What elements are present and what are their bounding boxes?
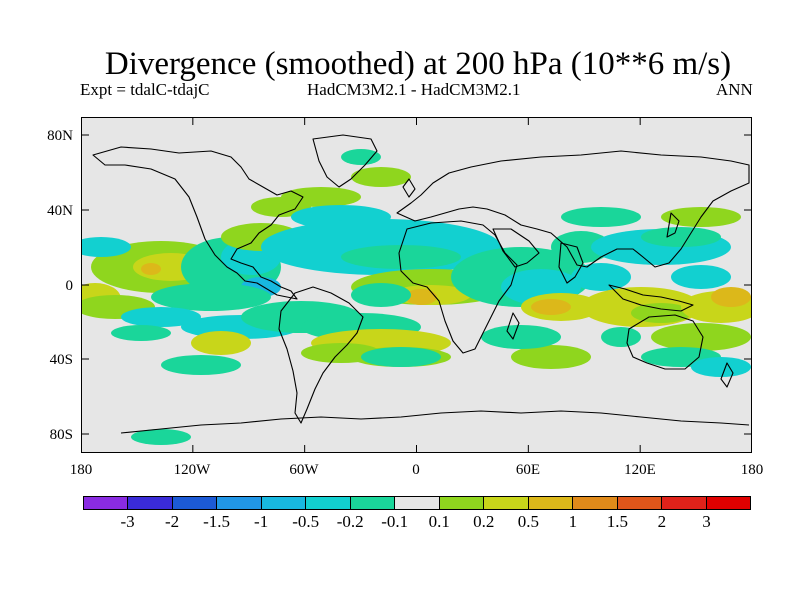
colorbar-label-6: -0.1 [381, 512, 409, 531]
lat-label-0: 0 [65, 278, 74, 294]
field-patch-28 [161, 355, 241, 375]
coastline-south-america [278, 286, 364, 424]
field-patch-53 [131, 429, 191, 445]
colorbar-label-2: -1.5 [203, 512, 231, 531]
coastlines [92, 134, 750, 434]
colorbar [83, 496, 751, 510]
map-panel [81, 117, 752, 453]
season-label: ANN [716, 80, 753, 99]
colorbar-label-10: 1 [568, 512, 578, 531]
colorbar-label-3: -1 [254, 512, 269, 531]
colorbar-swatch-13 [662, 497, 707, 509]
field-patch-36 [531, 299, 571, 315]
colorbar-swatch-8 [439, 497, 485, 509]
field-patch-43 [641, 227, 721, 247]
colorbar-label-0: -3 [120, 512, 135, 531]
colorbar-swatch-4 [261, 497, 307, 509]
lon-label-60e: 60E [515, 462, 541, 478]
colorbar-swatch-10 [528, 497, 574, 509]
lon-label-0: 0 [412, 462, 420, 478]
field-patch-40 [571, 263, 631, 291]
field-patch-18 [341, 245, 461, 269]
coastline-arabia [492, 228, 540, 268]
lon-label-180w: 180 [69, 462, 93, 478]
coastline-australia [626, 314, 704, 370]
field-patch-26 [301, 343, 381, 363]
lat-label-40s: 40S [49, 352, 73, 368]
coastline-maritime-continent [608, 284, 694, 312]
field-patch-14 [281, 187, 361, 207]
colorbar-label-4: -0.5 [292, 512, 320, 531]
colorbar-label-8: 0.2 [473, 512, 495, 531]
colorbar-label-5: -0.2 [336, 512, 364, 531]
colorbar-swatch-0 [84, 497, 129, 509]
lon-label-120e: 120E [624, 462, 656, 478]
field-patch-2 [141, 263, 161, 275]
field-patch-38 [481, 325, 561, 349]
lat-label-80n: 80N [47, 128, 73, 144]
field-patch-29 [121, 307, 201, 327]
field-patch-49 [651, 323, 751, 351]
colorbar-label-1: -2 [164, 512, 180, 531]
coastline-india [558, 242, 584, 284]
lon-label-120w: 120W [173, 462, 211, 478]
lon-label-180e: 180 [740, 462, 764, 478]
figure-title: Divergence (smoothed) at 200 hPa (10**6 … [104, 46, 732, 82]
coastline-japan [666, 212, 680, 238]
coastline-africa [398, 220, 518, 354]
colorbar-swatch-14 [706, 497, 751, 509]
divergence-map [81, 117, 752, 453]
field-patch-32 [351, 167, 411, 187]
axis-ticks [81, 117, 752, 453]
colorbar-swatch-11 [573, 497, 618, 509]
colorbar-label-12: 2 [657, 512, 667, 531]
field-patch-39 [551, 231, 611, 263]
field-patch-55 [361, 347, 441, 367]
colorbar-swatch-3 [217, 497, 262, 509]
field-patch-52 [601, 327, 641, 347]
field-patch-22 [351, 283, 411, 307]
field-patch-37 [511, 345, 591, 369]
lon-label-60w: 60W [289, 462, 319, 478]
field-patch-30 [111, 325, 171, 341]
field-patch-48 [711, 287, 751, 307]
colorbar-swatch-6 [350, 497, 396, 509]
coastline-new-zealand [720, 362, 734, 388]
colorbar-swatch-1 [128, 497, 173, 509]
colorbar-label-7: 0.1 [428, 512, 450, 531]
field-patch-27 [191, 331, 251, 355]
comparison-label: HadCM3M2.1 - HadCM3M2.1 [307, 80, 521, 99]
colorbar-label-13: 3 [702, 512, 711, 531]
coastline-greenland [312, 134, 378, 188]
field-patch-46 [631, 303, 691, 323]
field-patch-54 [691, 357, 751, 377]
field-patch-3 [81, 237, 131, 257]
experiment-label: Expt = tdalC-tdajC [80, 80, 210, 99]
coastline-british-isles [402, 178, 416, 198]
coastline-eurasia [396, 150, 750, 268]
coastline-madagascar [506, 312, 520, 340]
colorbar-label-9: 0.5 [517, 512, 539, 531]
lat-label-80s: 80S [49, 427, 73, 443]
field-patch-21 [405, 289, 437, 305]
coastline-north-america [92, 146, 304, 300]
field-patch-41 [561, 207, 641, 227]
colorbar-label-11: 1.5 [606, 512, 629, 531]
colorbar-swatch-2 [172, 497, 218, 509]
colorbar-swatch-9 [484, 497, 529, 509]
colorbar-swatch-7 [395, 497, 440, 509]
coastline-antarctica [120, 410, 750, 434]
lat-label-40n: 40N [47, 203, 73, 219]
colorbar-swatch-5 [306, 497, 351, 509]
field-patch-9 [151, 283, 271, 311]
field-patch-31 [341, 149, 381, 165]
divergence-field [81, 149, 752, 445]
colorbar-swatch-12 [617, 497, 663, 509]
field-patch-51 [671, 265, 731, 289]
